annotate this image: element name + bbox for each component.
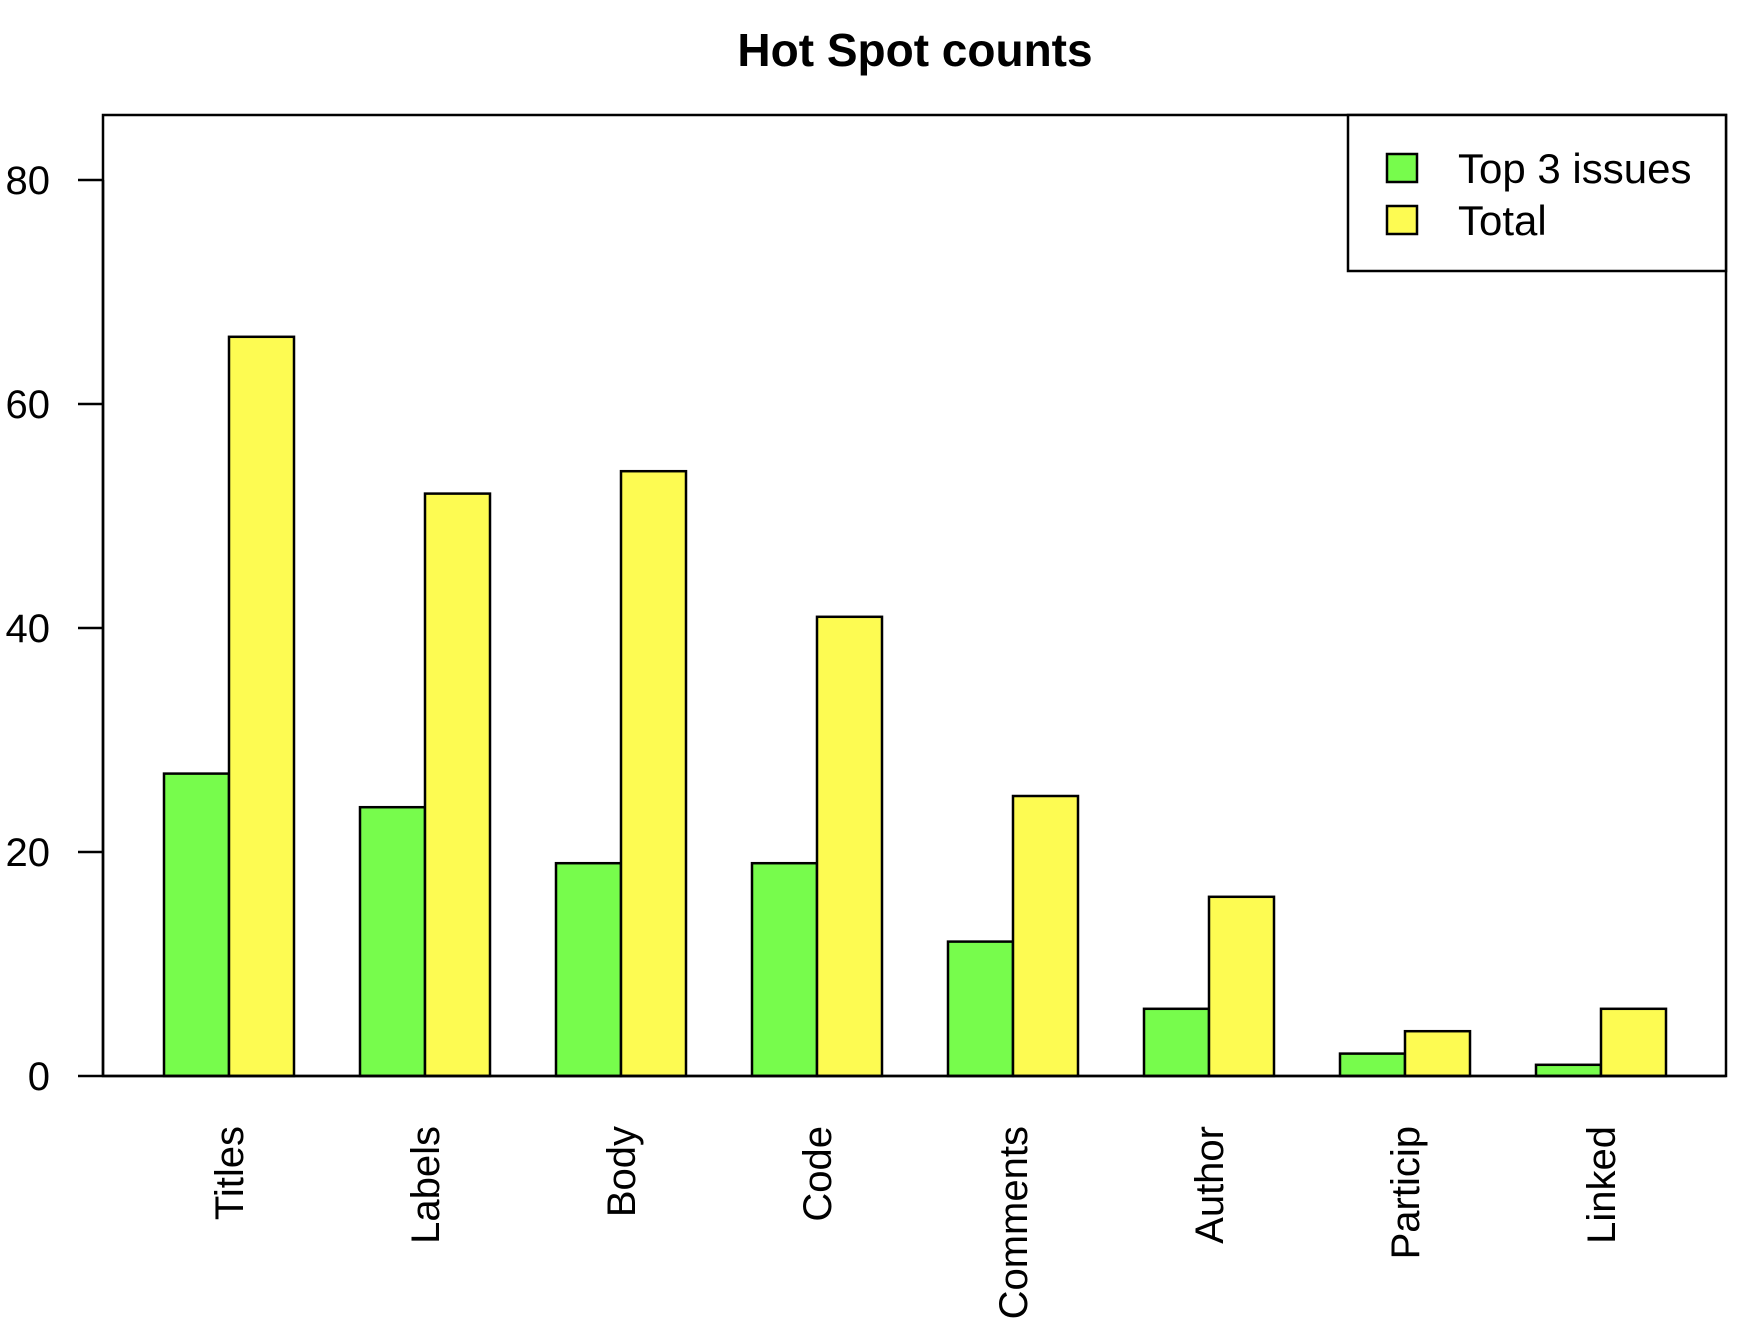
y-tick-label-80: 80 (6, 159, 51, 203)
bar-code-top-3-issues (750, 861, 819, 1078)
category-label-comments: Comments (992, 1126, 1036, 1319)
legend-label-top-3-issues: Top 3 issues (1458, 145, 1691, 192)
category-label-author: Author (1188, 1126, 1232, 1244)
bar-linked-top-3-issues (1534, 1063, 1603, 1078)
bar-comments-total (1011, 794, 1080, 1078)
bar-titles-top-3-issues (162, 772, 231, 1078)
bar-code-total (815, 615, 884, 1078)
bar-titles-total (227, 335, 296, 1078)
bar-author-total (1207, 895, 1276, 1078)
y-tick-label-20: 20 (6, 831, 51, 875)
bar-linked-total (1599, 1007, 1668, 1078)
category-label-labels: Labels (404, 1126, 448, 1244)
bar-particip-top-3-issues (1338, 1052, 1407, 1078)
bar-particip-total (1403, 1029, 1472, 1078)
y-tick-label-40: 40 (6, 607, 51, 651)
legend: Top 3 issues Total (1346, 113, 1728, 273)
legend-swatch-total (1385, 204, 1419, 236)
bar-comments-top-3-issues (946, 940, 1015, 1078)
category-label-particip: Particip (1384, 1126, 1428, 1259)
bar-body-total (619, 469, 688, 1078)
category-label-linked: Linked (1580, 1126, 1624, 1244)
chart-title: Hot Spot counts (737, 24, 1092, 76)
legend-swatch-top-3-issues (1385, 152, 1419, 184)
bars (103, 335, 1726, 1078)
category-label-body: Body (600, 1126, 644, 1217)
legend-box (1346, 113, 1728, 273)
y-tick-label-0: 0 (28, 1055, 50, 1099)
category-label-titles: Titles (208, 1126, 252, 1220)
bar-body-top-3-issues (554, 861, 623, 1078)
category-labels: Titles Labels Body Code Comments Author Partic… (208, 1126, 1624, 1319)
bar-labels-total (423, 492, 492, 1078)
legend-label-total: Total (1458, 197, 1547, 244)
plot-frame (101, 113, 1728, 1078)
bar-author-top-3-issues (1142, 1007, 1211, 1078)
y-tick-label-60: 60 (6, 383, 51, 427)
y-axis: 0 20 40 60 80 (6, 159, 105, 1099)
category-label-code: Code (796, 1126, 840, 1222)
bar-labels-top-3-issues (358, 805, 427, 1078)
